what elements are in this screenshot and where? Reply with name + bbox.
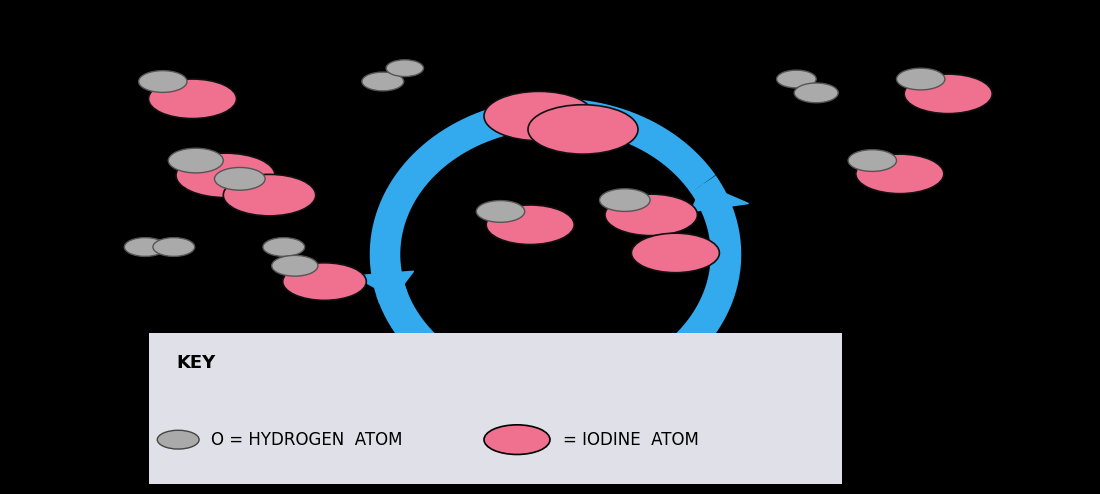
Text: O = HYDROGEN  ATOM: O = HYDROGEN ATOM (211, 431, 403, 449)
Circle shape (272, 255, 318, 276)
Circle shape (631, 233, 719, 273)
Polygon shape (691, 184, 748, 211)
Circle shape (139, 71, 187, 92)
Text: = IODINE  ATOM: = IODINE ATOM (563, 431, 700, 449)
Circle shape (605, 194, 697, 236)
Circle shape (176, 153, 275, 198)
Circle shape (124, 238, 166, 256)
Circle shape (362, 72, 404, 91)
Circle shape (476, 201, 525, 222)
Polygon shape (354, 271, 414, 298)
Circle shape (856, 154, 944, 194)
Circle shape (214, 167, 265, 190)
Circle shape (263, 238, 305, 256)
Circle shape (484, 91, 594, 141)
Circle shape (528, 105, 638, 154)
Circle shape (794, 83, 838, 103)
Circle shape (168, 148, 223, 173)
Circle shape (386, 60, 424, 77)
Circle shape (153, 238, 195, 256)
Circle shape (223, 174, 316, 216)
Circle shape (484, 425, 550, 454)
Circle shape (777, 70, 816, 88)
Circle shape (283, 263, 366, 300)
Text: KEY: KEY (176, 354, 216, 372)
Circle shape (896, 68, 945, 90)
FancyBboxPatch shape (148, 333, 842, 484)
Circle shape (904, 74, 992, 114)
Circle shape (600, 189, 650, 211)
Circle shape (848, 150, 896, 171)
Circle shape (148, 79, 236, 119)
Circle shape (157, 430, 199, 449)
Circle shape (486, 205, 574, 245)
